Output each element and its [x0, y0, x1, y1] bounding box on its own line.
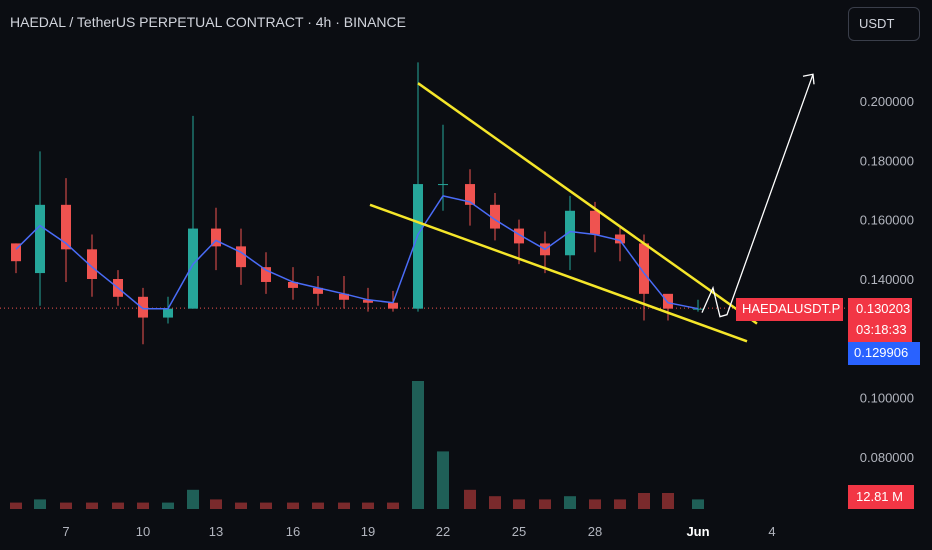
last-price-tag: 0.130203 [848, 298, 912, 321]
candle-body [388, 302, 398, 309]
candle-body [693, 308, 703, 310]
volume-bar [210, 499, 222, 509]
volume-bar [10, 502, 22, 509]
volume-bar [589, 499, 601, 509]
volume-bar [362, 502, 374, 509]
candle-body [438, 184, 448, 186]
volume-bar [437, 451, 449, 509]
volume-bar [412, 381, 424, 509]
candle-body [138, 296, 148, 318]
candle-body [363, 299, 373, 303]
volume-bar [112, 502, 124, 509]
candle-body [261, 267, 271, 282]
x-tick-label: Jun [686, 524, 709, 539]
volume-bar [137, 502, 149, 509]
candle-body [87, 249, 97, 279]
x-tick-label: 28 [588, 524, 602, 539]
candle-body [615, 234, 625, 244]
y-tick-label: 0.200000 [860, 94, 914, 109]
candle-body [339, 293, 349, 300]
x-tick-label: 16 [286, 524, 300, 539]
volume-bar [60, 502, 72, 509]
volume-bar [34, 499, 46, 509]
y-tick-label: 0.180000 [860, 153, 914, 168]
y-tick-label: 0.080000 [860, 450, 914, 465]
ma-value-tag: 0.129906 [848, 342, 920, 365]
arrow-head-icon [802, 73, 815, 85]
moving-average-line [15, 195, 699, 310]
candle-body [639, 243, 649, 294]
x-tick-label: 19 [361, 524, 375, 539]
y-tick-label: 0.160000 [860, 213, 914, 228]
volume-tag: 12.81 M [848, 485, 914, 509]
volume-bar [287, 502, 299, 509]
countdown-tag: 03:18:33 [848, 320, 912, 342]
x-tick-label: 4 [768, 524, 775, 539]
lower-trendline [369, 203, 748, 343]
volume-bar [235, 502, 247, 509]
candle-body [663, 293, 673, 309]
volume-bar [614, 499, 626, 509]
candle-body [490, 204, 500, 229]
x-tick-label: 25 [512, 524, 526, 539]
volume-bar [387, 502, 399, 509]
volume-bar [692, 499, 704, 509]
volume-bar [638, 493, 650, 509]
candle-body [11, 243, 21, 262]
candle-body [413, 184, 423, 309]
x-tick-label: 22 [436, 524, 450, 539]
x-tick-label: 13 [209, 524, 223, 539]
volume-bar [464, 489, 476, 509]
volume-bar [86, 502, 98, 509]
projection-arrow [701, 74, 814, 318]
x-tick-label: 7 [62, 524, 69, 539]
y-tick-label: 0.140000 [860, 272, 914, 287]
candle-body [288, 281, 298, 288]
volume-bar [662, 493, 674, 509]
candle-body [35, 204, 45, 274]
candle-body [211, 228, 221, 247]
candle-body [236, 246, 246, 268]
candle-body [565, 210, 575, 256]
candle-body [590, 210, 600, 235]
volume-bar [260, 502, 272, 509]
x-tick-label: 10 [136, 524, 150, 539]
upper-trendline [417, 82, 758, 325]
currency-button[interactable]: USDT [848, 7, 920, 41]
candle-body [61, 204, 71, 250]
volume-bar [312, 502, 324, 509]
volume-bar [539, 499, 551, 509]
volume-bar [338, 502, 350, 509]
volume-bar [162, 502, 174, 509]
candle-body [465, 184, 475, 205]
candle-body [163, 308, 173, 318]
y-tick-label: 0.100000 [860, 391, 914, 406]
candle-body [188, 228, 198, 309]
volume-bar [187, 489, 199, 509]
chart-title: HAEDAL / TetherUS PERPETUAL CONTRACT · 4… [10, 14, 406, 30]
volume-bar [513, 499, 525, 509]
volume-bar [489, 496, 501, 509]
volume-bar [564, 496, 576, 509]
candle-body [514, 228, 524, 244]
candle-body [313, 287, 323, 294]
symbol-tag: HAEDALUSDT.P [736, 298, 843, 321]
